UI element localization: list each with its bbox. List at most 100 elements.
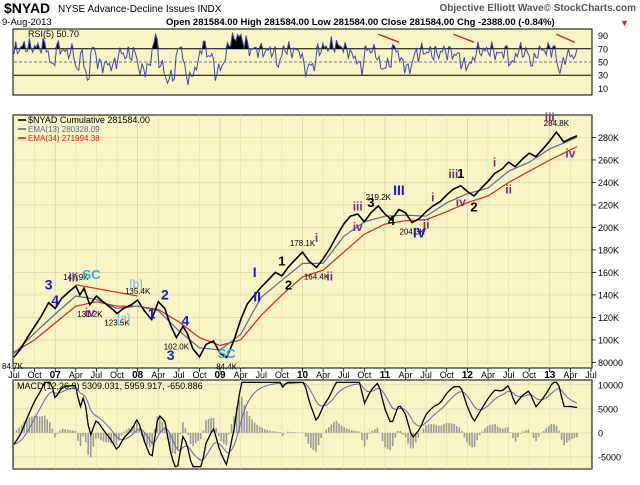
- change-arrow: ▼: [620, 18, 629, 28]
- x-tick-label: 13: [544, 370, 556, 381]
- wave-label: 1: [278, 254, 285, 269]
- rsi-axis: 90 70 50 30 10: [598, 31, 608, 94]
- wave-label: 4: [388, 213, 396, 228]
- wave-label: 2: [161, 286, 169, 302]
- x-tick-label: Oct: [275, 370, 290, 380]
- rsi-trendline: [378, 33, 400, 43]
- wave-label: III: [393, 182, 405, 198]
- price-line: [13, 130, 578, 359]
- rsi-overbought-fill: [14, 32, 577, 49]
- wave-label: 2: [285, 277, 292, 292]
- wave-label: SC: [218, 346, 237, 361]
- value-label: 102.0K: [164, 343, 190, 352]
- x-tick-label: Oct: [192, 370, 207, 380]
- x-tick-label: Jul: [503, 370, 515, 380]
- value-label: 164.4K: [304, 272, 330, 281]
- value-label: 123.5K: [104, 318, 130, 327]
- chart-quote: Open 281584.00 High 281584.00 Low 281584…: [166, 17, 555, 28]
- price-tick-label: 160K: [598, 268, 619, 278]
- x-tick-label: Apr: [481, 370, 495, 380]
- wave-label: 2: [470, 200, 477, 215]
- wave-label: iii: [353, 200, 363, 214]
- x-tick-label: Jul: [173, 370, 185, 380]
- value-label: 219.2K: [366, 193, 392, 202]
- rsi-trendline: [556, 33, 575, 43]
- x-tick-label: Apr: [69, 370, 83, 380]
- x-tick-label: Apr: [316, 370, 330, 380]
- wave-label: [b]: [129, 277, 142, 291]
- rsi-grid: [14, 48, 591, 76]
- value-label: 131.2K: [77, 310, 103, 319]
- x-tick-label: Oct: [110, 370, 125, 380]
- macd-tick-label: 10000: [598, 380, 623, 390]
- wave-label: iii: [68, 270, 78, 284]
- x-tick-label: Jul: [585, 370, 597, 380]
- rsi-line: [13, 32, 578, 85]
- macd-legend: MACD(12,26,9) 5309.031, 5959.917, -650.8…: [17, 381, 203, 391]
- ema13-line: [13, 136, 578, 354]
- wave-label: iv: [565, 147, 575, 161]
- rsi-legend: RSI(5) 50.70: [28, 29, 79, 39]
- price-tick-label: 100K: [598, 335, 619, 345]
- price-axis: 280K 260K 240K 220K 200K 180K 160K 140K 120K 100K…: [592, 133, 623, 368]
- chart-brand: Objective Elliott Wave© StockCharts.com: [440, 3, 637, 14]
- rsi-trendline: [453, 33, 475, 43]
- rsi-tick-label: 10: [598, 84, 608, 94]
- macd-tick-label: 0: [598, 428, 603, 438]
- x-tick-label: 09: [215, 370, 227, 381]
- x-tick-label: 07: [50, 370, 62, 381]
- chart-date: 9-Aug-2013: [2, 17, 52, 28]
- value-label: 84.7K: [2, 362, 24, 371]
- value-label: 135.4K: [125, 287, 151, 296]
- price-trendline: [75, 284, 138, 297]
- x-tick-label: Jul: [91, 370, 103, 380]
- wave-label: iii: [448, 167, 458, 181]
- rsi-tick-label: 30: [598, 71, 608, 81]
- x-tick-label: Oct: [28, 370, 43, 380]
- wave-label: i: [431, 191, 434, 205]
- macd-tick-label: -5000: [598, 452, 621, 462]
- wave-label: iii: [545, 111, 555, 125]
- x-tick-label: Jul: [256, 370, 268, 380]
- rsi-tick-label: 70: [598, 44, 608, 54]
- x-tick-label: Jul: [338, 370, 350, 380]
- value-label: 204.3K: [399, 228, 425, 237]
- value-label: 147.9K: [63, 273, 89, 282]
- ema34-line: [13, 145, 578, 353]
- wave-label: 4: [51, 292, 59, 308]
- price-tick-label: 280K: [598, 133, 619, 143]
- wave-label: SC: [82, 267, 101, 282]
- price-tick-label: 80000: [598, 358, 623, 368]
- wave-label: ii: [423, 218, 430, 232]
- chart-symbol: $NYAD: [4, 0, 50, 16]
- x-tick-label: 11: [380, 370, 391, 381]
- rsi-tick-label: 50: [598, 58, 608, 68]
- x-tick-label: Oct: [522, 370, 537, 380]
- wave-label: 3: [367, 195, 374, 210]
- price-tick-label: 140K: [598, 290, 619, 300]
- x-tick-label: Jul: [8, 370, 20, 380]
- rsi-trendlines: [378, 33, 575, 43]
- macd-tick-label: 5000: [598, 404, 618, 414]
- rsi-tick-label: 90: [598, 31, 608, 41]
- x-tick-label: Oct: [440, 370, 455, 380]
- price-tick-label: 180K: [598, 245, 619, 255]
- x-tick-label: Apr: [234, 370, 248, 380]
- value-label: 84.4K: [216, 362, 238, 371]
- wave-label: II: [253, 289, 261, 305]
- x-tick-label: Apr: [563, 370, 577, 380]
- wave-label: iv: [456, 195, 466, 209]
- wave-label: 1: [457, 166, 464, 181]
- wave-label: iv: [85, 305, 95, 319]
- wave-label: iv: [353, 220, 363, 234]
- x-axis: Jul Oct 07 Apr Jul Oct 08 Apr Jul Oct 09 Apr Jul Oct 1…: [8, 368, 597, 381]
- price-trendlines: [75, 284, 138, 297]
- wave-label: i: [315, 231, 318, 245]
- legend-label: EMA(13) 280328.09: [28, 125, 100, 134]
- wave-label: 1: [148, 306, 156, 322]
- x-tick-label: Apr: [151, 370, 165, 380]
- wave-label: ii: [326, 269, 333, 283]
